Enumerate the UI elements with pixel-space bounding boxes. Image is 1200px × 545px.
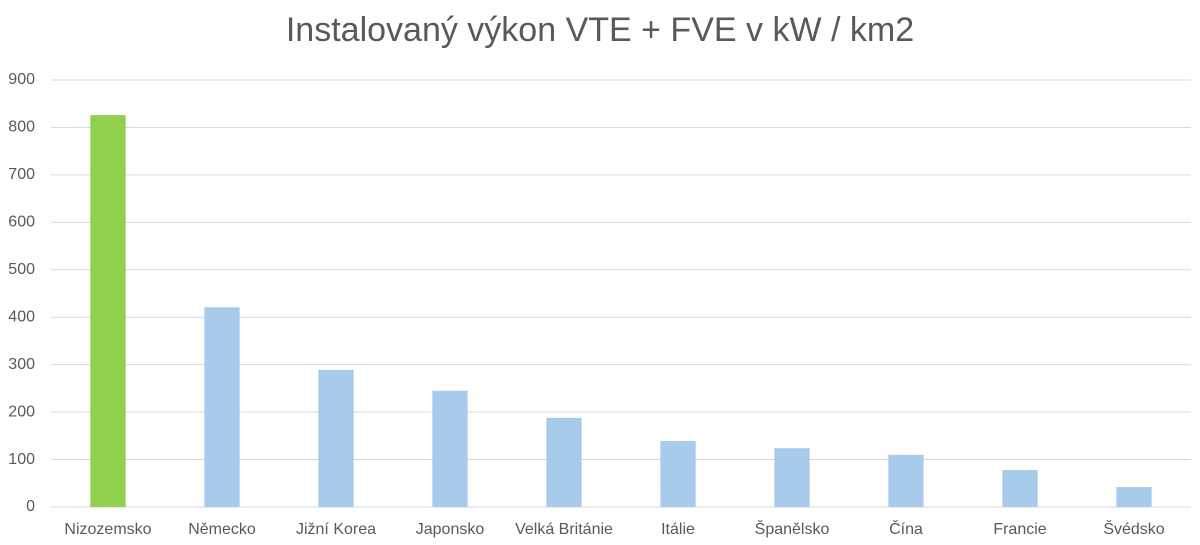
y-tick-label: 900	[8, 71, 35, 88]
x-tick-label: Francie	[993, 521, 1046, 538]
y-tick-label: 400	[8, 308, 35, 325]
bar	[1116, 487, 1152, 507]
y-tick-label: 300	[8, 356, 35, 373]
x-tick-label: Čína	[889, 519, 923, 538]
y-tick-label: 800	[8, 119, 35, 136]
bar	[546, 417, 582, 507]
bar	[204, 307, 240, 507]
bar	[318, 369, 354, 507]
y-tick-label: 100	[8, 451, 35, 468]
bar	[90, 115, 126, 507]
x-tick-label: Japonsko	[416, 521, 485, 538]
bar	[432, 390, 468, 507]
x-tick-label: Nizozemsko	[64, 521, 151, 538]
y-tick-label: 200	[8, 403, 35, 420]
x-tick-label: Itálie	[661, 521, 695, 538]
y-tick-label: 600	[8, 214, 35, 231]
bar	[774, 448, 810, 507]
x-tick-label: Německo	[188, 521, 256, 538]
y-tick-label: 0	[26, 498, 35, 515]
bar	[888, 454, 924, 507]
x-tick-label: Švédsko	[1103, 519, 1164, 538]
x-tick-label: Velká Británie	[515, 521, 613, 538]
x-tick-label: Španělsko	[755, 519, 830, 538]
x-tick-label: Jižní Korea	[296, 521, 376, 538]
y-tick-label: 500	[8, 261, 35, 278]
chart-title: Instalovaný výkon VTE + FVE v kW / km2	[286, 11, 914, 49]
bar	[1002, 469, 1038, 507]
y-tick-label: 700	[8, 166, 35, 183]
bar	[660, 441, 696, 507]
